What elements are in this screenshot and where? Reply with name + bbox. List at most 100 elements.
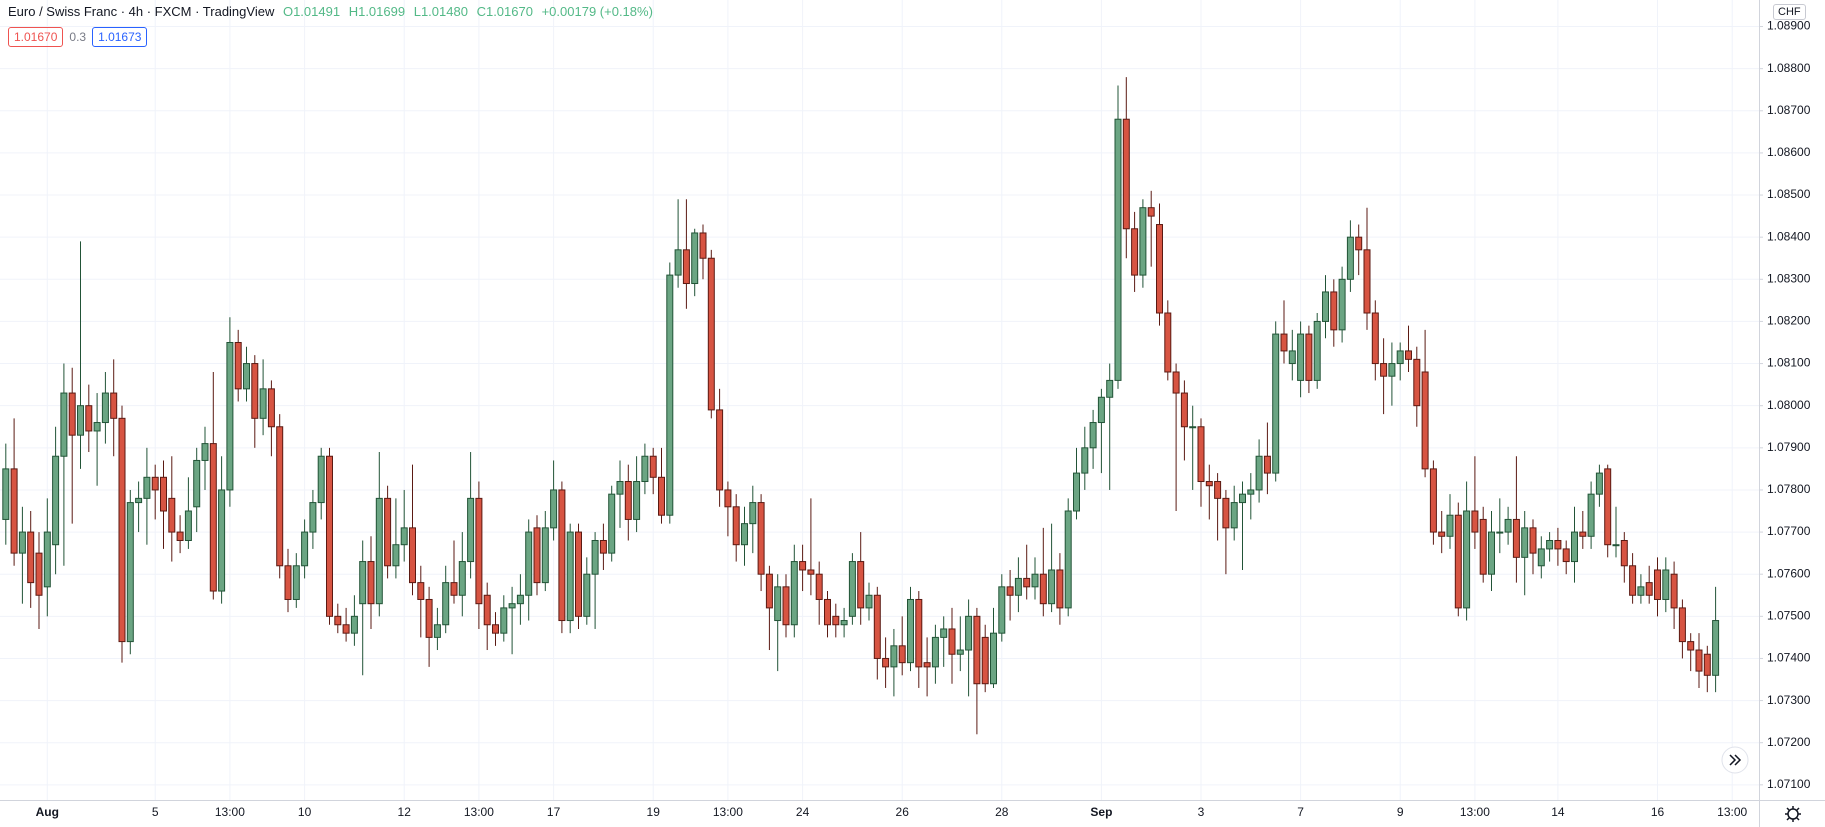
candle-body bbox=[184, 510, 192, 541]
candle-body bbox=[1346, 236, 1354, 280]
x-tick-label: 19 bbox=[647, 805, 661, 819]
candle-body bbox=[367, 561, 375, 605]
candle-body bbox=[93, 422, 101, 432]
currency-button[interactable]: CHF bbox=[1773, 4, 1806, 20]
candle-body bbox=[10, 468, 18, 554]
candle-body bbox=[741, 523, 748, 546]
y-tick-label: 1.07200 bbox=[1767, 735, 1811, 749]
x-tick-label: 26 bbox=[896, 805, 910, 819]
candle-body bbox=[649, 455, 657, 478]
candle-body bbox=[699, 232, 707, 259]
buy-badge[interactable]: 1.01673 bbox=[92, 27, 148, 47]
candle-body bbox=[583, 573, 591, 617]
candle-body bbox=[259, 388, 267, 419]
candle-body bbox=[309, 502, 317, 533]
candle-body bbox=[1131, 228, 1139, 276]
settings-button[interactable] bbox=[1785, 806, 1801, 822]
candle-body bbox=[85, 405, 93, 432]
y-tick-label: 1.07100 bbox=[1767, 777, 1811, 791]
candle-body bbox=[334, 615, 342, 626]
candle-body bbox=[1048, 569, 1056, 605]
spread: 0.3 bbox=[69, 30, 87, 44]
y-tick-label: 1.08500 bbox=[1767, 187, 1811, 201]
candle-body bbox=[1429, 468, 1437, 533]
candle-body bbox=[757, 502, 765, 575]
y-tick-label: 1.07800 bbox=[1767, 482, 1811, 496]
y-tick-label: 1.08000 bbox=[1767, 398, 1811, 412]
candle-body bbox=[998, 586, 1006, 634]
candle-body bbox=[483, 594, 491, 626]
candle-body bbox=[201, 443, 209, 461]
candle-body bbox=[442, 582, 450, 626]
candle-body bbox=[857, 561, 865, 609]
candle-body bbox=[467, 497, 475, 563]
ohlc-change: +0.00179 (+0.18%) bbox=[541, 4, 653, 19]
candle-body bbox=[1239, 493, 1246, 504]
candle-body bbox=[1662, 569, 1670, 600]
candle-body bbox=[1272, 333, 1280, 474]
candle-body bbox=[973, 615, 981, 685]
y-tick-label: 1.07900 bbox=[1767, 440, 1811, 454]
symbol-title: Euro / Swiss Franc · 4h · FXCM · Trading… bbox=[8, 4, 275, 19]
candle-body bbox=[326, 455, 333, 617]
candle-body bbox=[292, 565, 300, 600]
candle-body bbox=[716, 409, 724, 491]
candle-body bbox=[616, 481, 624, 495]
x-tick-label: 5 bbox=[152, 805, 159, 819]
settings-icon-rays[interactable] bbox=[1785, 806, 1801, 822]
candle-body bbox=[508, 603, 516, 609]
candle-body bbox=[317, 455, 325, 504]
candle-body bbox=[940, 628, 948, 638]
candle-body bbox=[52, 455, 60, 546]
candle-body bbox=[27, 531, 35, 584]
y-tick-label: 1.08900 bbox=[1767, 19, 1811, 33]
candle-body bbox=[1463, 510, 1471, 609]
trade-badges: 1.01670 0.3 1.01673 bbox=[8, 27, 148, 47]
legend: Euro / Swiss Franc · 4h · FXCM · Trading… bbox=[8, 4, 658, 19]
candle-body bbox=[1371, 312, 1379, 365]
y-tick-label: 1.07500 bbox=[1767, 608, 1811, 622]
candle-body bbox=[18, 531, 26, 554]
candle-body bbox=[1438, 531, 1446, 537]
ohlc-close: C1.01670 bbox=[476, 4, 533, 19]
candle-body bbox=[1122, 118, 1130, 230]
candle-body bbox=[284, 565, 292, 600]
candle-body bbox=[1023, 577, 1031, 588]
candle-body bbox=[566, 531, 574, 622]
candle-body bbox=[965, 615, 973, 651]
candle-body bbox=[1678, 607, 1686, 643]
candle-body bbox=[226, 341, 234, 491]
candle-body bbox=[1255, 455, 1263, 491]
candle-body bbox=[218, 489, 226, 592]
candle-body bbox=[68, 392, 76, 436]
candle-body bbox=[1139, 207, 1147, 276]
candle-body bbox=[541, 527, 549, 584]
candle-body bbox=[832, 615, 840, 626]
candle-body bbox=[873, 594, 881, 659]
candle-body bbox=[558, 489, 566, 622]
candle-body bbox=[1396, 350, 1404, 365]
scroll-button-icon[interactable] bbox=[1729, 754, 1742, 766]
candle-body bbox=[1471, 510, 1479, 533]
candle-body bbox=[1654, 569, 1661, 600]
candle-body bbox=[1446, 514, 1454, 537]
candle-body bbox=[243, 363, 250, 390]
candle-body bbox=[1180, 392, 1188, 428]
candle-body bbox=[375, 497, 383, 605]
candle-body bbox=[1280, 333, 1288, 352]
sell-badge[interactable]: 1.01670 bbox=[8, 27, 64, 47]
candle-body bbox=[682, 249, 690, 285]
candle-body bbox=[1313, 320, 1321, 381]
x-tick-label: 13:00 bbox=[464, 805, 494, 819]
candle-body bbox=[143, 476, 151, 499]
scroll-button[interactable] bbox=[1721, 746, 1749, 774]
candle-body bbox=[1504, 518, 1512, 533]
candle-body bbox=[1089, 422, 1097, 449]
y-tick-label: 1.07400 bbox=[1767, 651, 1811, 665]
candle-body bbox=[1106, 379, 1114, 398]
x-tick-label: 24 bbox=[796, 805, 810, 819]
candle-body bbox=[1629, 565, 1637, 596]
candle-body bbox=[417, 582, 425, 600]
y-tick-label: 1.07300 bbox=[1767, 693, 1811, 707]
candle-body bbox=[981, 636, 989, 685]
